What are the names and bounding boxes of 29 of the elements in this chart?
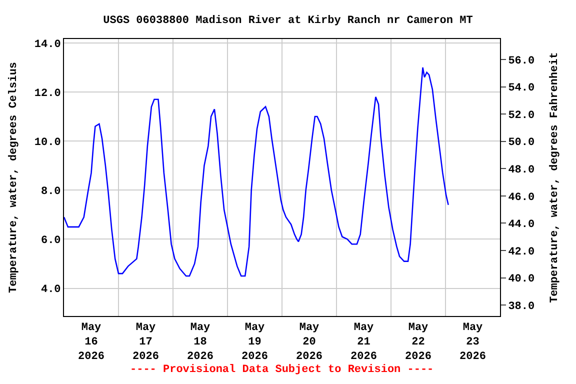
x-tick-label: May 18 2026: [187, 322, 214, 363]
x-tick-label: May 16 2026: [78, 322, 104, 363]
y2-tick-label: 40.0: [508, 274, 535, 286]
y2-tick-label: 52.0: [508, 110, 535, 122]
y2-tick-label: 46.0: [508, 192, 535, 204]
y-tick-label: 10.0: [34, 136, 61, 149]
x-tick-label: May 22 2026: [405, 322, 432, 363]
y2-tick-label: 42.0: [508, 246, 535, 258]
x-tick-label: May 23 2026: [460, 322, 486, 363]
y2-tick-label: 44.0: [508, 219, 535, 232]
y-axis-title: Temperature, water, degrees Celsius: [8, 62, 20, 294]
y-tick-label: 8.0: [40, 186, 61, 198]
y2-tick-label: 38.0: [508, 300, 535, 313]
text: ---- Provisional Data Subject to Revision ----: [130, 364, 434, 376]
y-tick-label: 6.0: [40, 235, 61, 248]
y2-tick-label: 54.0: [508, 82, 535, 95]
x-tick-label: May 20 2026: [296, 322, 322, 363]
chart-title: USGS 06038800 Madison River at Kirby Ranch nr Cameron MT: [103, 14, 474, 27]
y-tick-label: 4.0: [40, 284, 61, 296]
y-tick-label: 12.0: [34, 88, 61, 100]
x-tick-label: May 19 2026: [242, 322, 268, 363]
x-tick-label: May 17 2026: [132, 322, 159, 363]
y2-tick-label: 56.0: [508, 55, 535, 68]
y-tick-label: 14.0: [34, 38, 61, 51]
y2-tick-label: 48.0: [508, 164, 535, 176]
y2-tick-label: 50.0: [508, 137, 535, 150]
y2-axis-title: Temperature, water, degrees Fahrenheit: [548, 52, 561, 303]
x-tick-label: May 21 2026: [350, 322, 377, 363]
line-series: [64, 66, 449, 277]
